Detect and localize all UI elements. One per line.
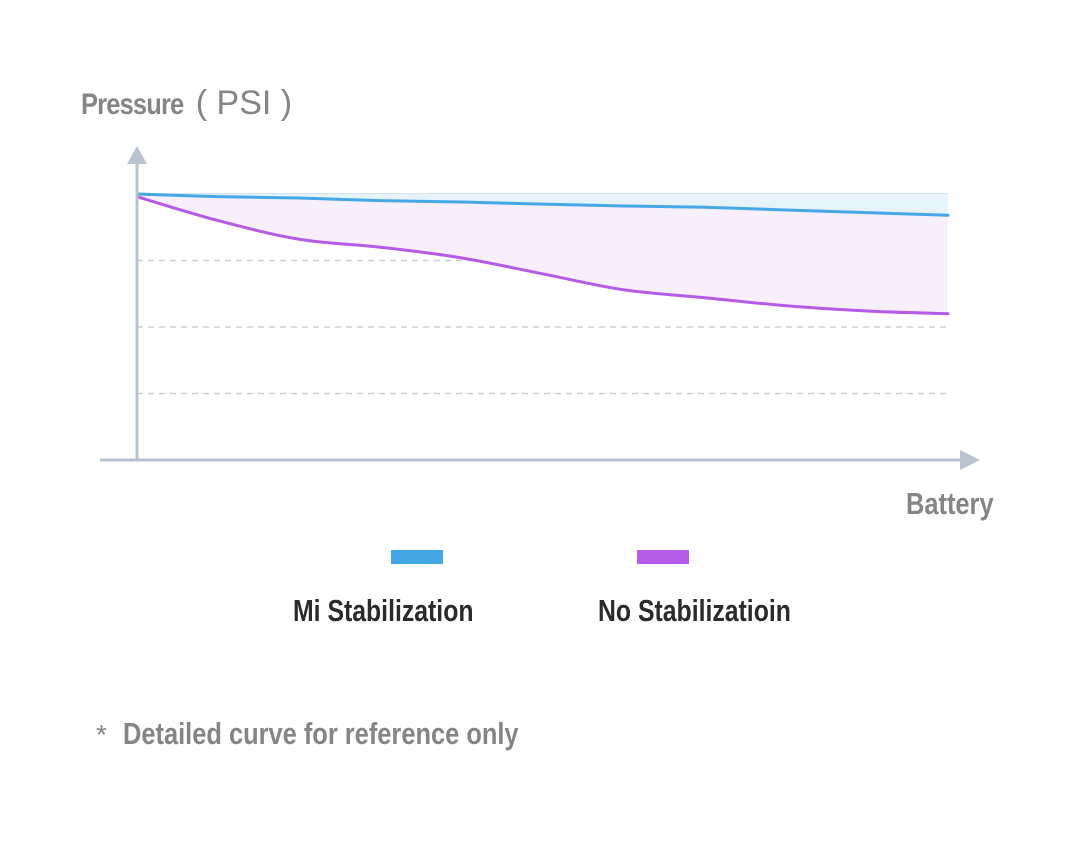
y-axis-label-unit: ( PSI ): [195, 84, 293, 122]
footnote: * Detailed curve for reference only: [96, 716, 605, 752]
line-no-stabilization: [135, 195, 950, 316]
axes: [100, 146, 980, 470]
y-axis-label: Pressure ( PSI ): [81, 84, 292, 123]
x-axis-arrow: [960, 450, 980, 470]
area-no-stabilization: [137, 194, 948, 314]
area-mi-stabilization: [137, 194, 948, 216]
legend-label-mi-stabilization: Mi Stabilization: [293, 593, 474, 628]
line-mi-stabilization: [135, 192, 950, 217]
series-areas: [137, 194, 948, 314]
footnote-text: Detailed curve for reference only: [122, 716, 519, 751]
legend-swatch-no-stabilization: [637, 550, 689, 564]
footnote-asterisk: *: [96, 719, 107, 750]
x-axis-label: Battery: [906, 486, 994, 521]
y-axis-label-main: Pressure: [81, 88, 184, 121]
y-axis-arrow: [127, 146, 147, 164]
series-lines: [135, 192, 950, 316]
legend-swatch-mi-stabilization: [391, 550, 443, 564]
legend-label-no-stabilization: No Stabilizatioin: [598, 593, 791, 628]
